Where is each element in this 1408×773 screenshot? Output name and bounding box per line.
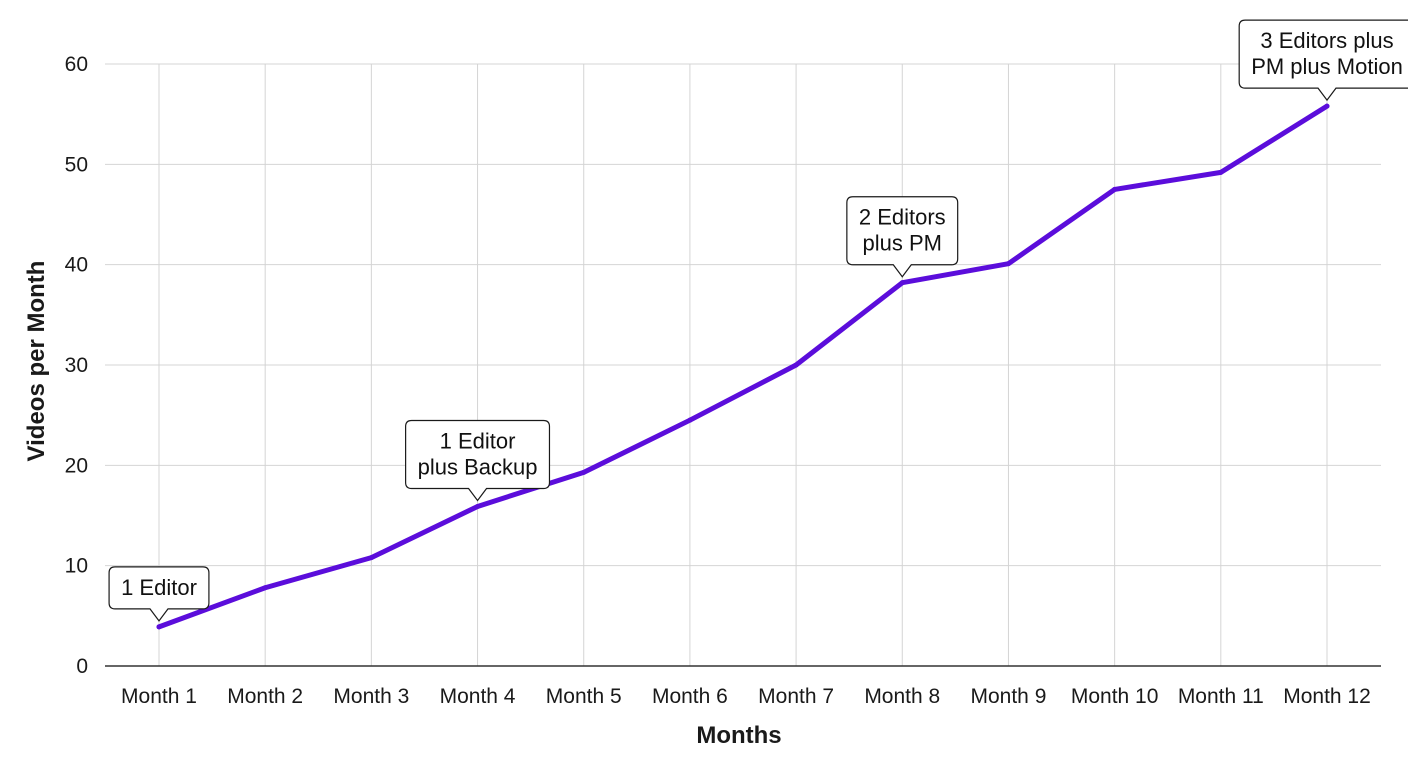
data-point — [793, 362, 799, 368]
annotation-text: PM plus Motion — [1251, 54, 1403, 79]
annotation-box — [1238, 19, 1408, 102]
x-tick-label: Month 1 — [121, 685, 197, 708]
series-line — [156, 103, 1330, 630]
data-point — [581, 469, 587, 475]
x-axis-title: Months — [696, 722, 781, 749]
y-tick-label: 50 — [65, 153, 88, 176]
annotation-text: 1 Editor — [440, 428, 516, 453]
data-point — [156, 624, 162, 630]
x-tick-label: Month 5 — [546, 685, 622, 708]
x-tick-label: Month 11 — [1178, 685, 1264, 708]
y-tick-label: 40 — [65, 254, 88, 277]
data-point — [1218, 169, 1224, 175]
data-point — [262, 585, 268, 591]
y-tick-label: 20 — [65, 454, 88, 477]
data-point — [1324, 103, 1330, 109]
annotation-text: 3 Editors plus — [1260, 28, 1393, 53]
data-point — [368, 555, 374, 561]
x-tick-label: Month 4 — [440, 685, 516, 708]
x-tick-label: Month 10 — [1071, 685, 1159, 708]
annotation-box — [405, 419, 551, 502]
y-tick-label: 10 — [65, 555, 88, 578]
annotation-text: plus PM — [863, 231, 942, 256]
data-point — [687, 417, 693, 423]
annotation-box — [108, 566, 210, 622]
grid — [105, 63, 1381, 666]
axes: 0 10 20 30 40 50 60 Month 1 Month 2 Month 3 Month … — [65, 53, 1381, 708]
x-tick-label: Month 8 — [864, 685, 940, 708]
x-tick-label: Month 2 — [227, 685, 303, 708]
y-tick-label: 60 — [65, 53, 88, 76]
series — [156, 103, 1330, 630]
data-point — [1005, 261, 1011, 267]
y-tick-label: 30 — [65, 354, 88, 377]
annotation-callout: 1 Editor — [108, 566, 210, 622]
y-axis-title: Videos per Month — [23, 261, 50, 462]
data-point — [899, 280, 905, 286]
data-point — [475, 503, 481, 509]
x-tick-label: Month 12 — [1283, 685, 1371, 708]
annotation-box — [846, 196, 959, 278]
x-tick-label: Month 3 — [333, 685, 409, 708]
annotation-text: plus Backup — [418, 454, 538, 479]
x-tick-label: Month 7 — [758, 685, 834, 708]
annotation-text: 2 Editors — [859, 205, 946, 230]
data-point — [1112, 186, 1118, 192]
y-tick-label: 0 — [76, 655, 88, 678]
x-tick-label: Month 6 — [652, 685, 728, 708]
annotation-text: 1 Editor — [121, 575, 197, 600]
x-tick-label: Month 9 — [971, 685, 1047, 708]
